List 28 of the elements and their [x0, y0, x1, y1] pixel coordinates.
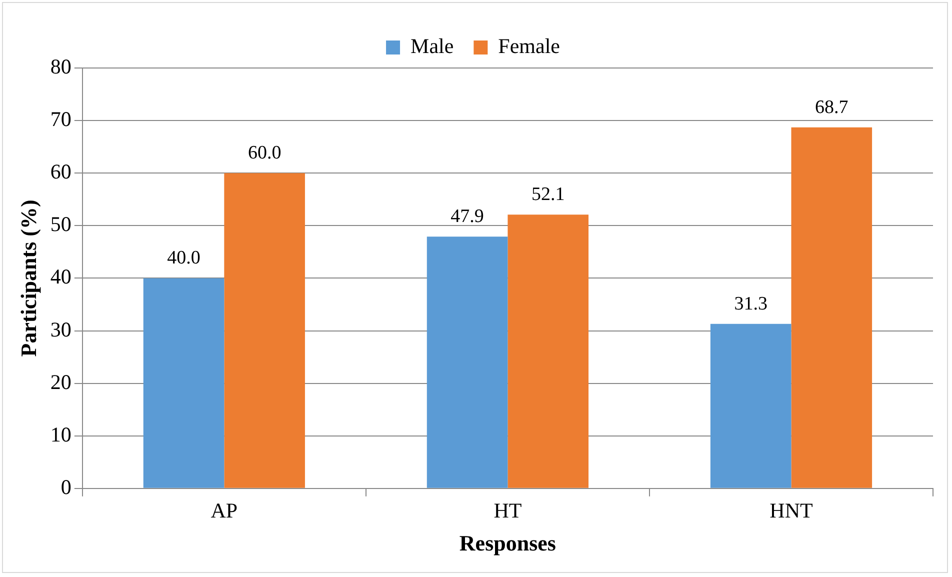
data-label: 68.7 — [815, 96, 848, 118]
bar — [224, 173, 305, 488]
data-label: 40.0 — [167, 248, 200, 269]
bar — [710, 324, 792, 488]
bar — [791, 127, 872, 488]
y-tick-label: 40 — [50, 264, 72, 289]
x-axis-title: Responses — [459, 530, 556, 556]
y-tick-label: 30 — [50, 317, 72, 342]
y-axis-title: Participants (%) — [16, 200, 41, 357]
y-tick-label: 60 — [50, 160, 72, 184]
x-tick-label: AP — [210, 498, 238, 523]
bar — [508, 214, 589, 488]
y-tick-label: 10 — [50, 422, 72, 446]
x-tick-label: HT — [494, 498, 522, 523]
y-tick-label: 50 — [50, 212, 72, 236]
y-tick-label: 80 — [50, 54, 72, 79]
x-tick-label: HNT — [770, 498, 813, 523]
bar — [143, 278, 224, 488]
data-label: 31.3 — [734, 293, 768, 314]
legend-label: Male — [410, 34, 454, 58]
data-label: 60.0 — [248, 142, 282, 164]
y-tick-label: 0 — [60, 474, 72, 499]
y-tick-label: 20 — [50, 370, 72, 394]
y-tick-label: 70 — [50, 107, 72, 132]
legend-label: Female — [498, 34, 560, 58]
bar — [426, 236, 508, 488]
data-label: 47.9 — [450, 206, 484, 228]
data-label: 52.1 — [531, 184, 565, 206]
